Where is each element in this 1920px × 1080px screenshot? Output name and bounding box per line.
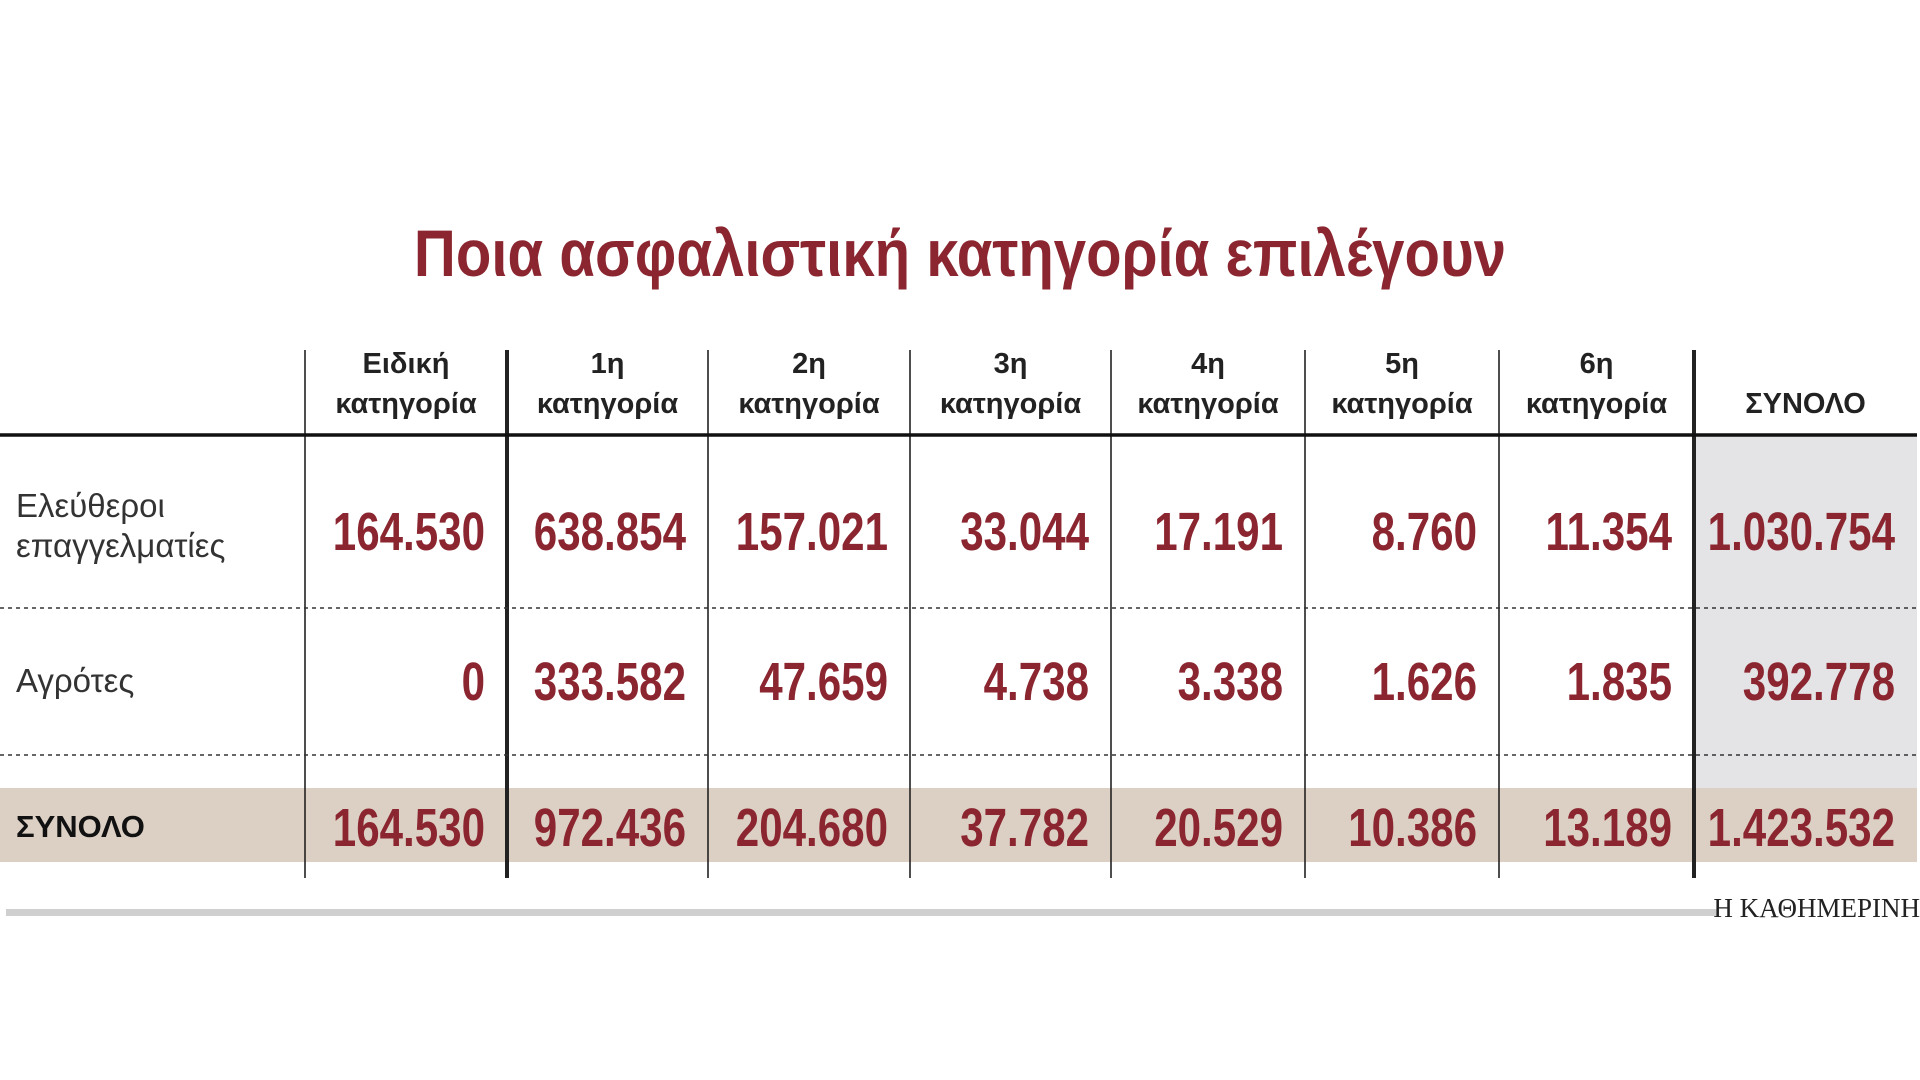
data-label: 392.778 xyxy=(1743,652,1895,712)
data-label: 11.354 xyxy=(1546,502,1673,562)
column-header: κατηγορία xyxy=(537,388,679,420)
chart-title: Ποια ασφαλιστική κατηγορία επιλέγουν xyxy=(413,216,1507,290)
data-label: 157.021 xyxy=(736,502,888,562)
column-header: κατηγορία xyxy=(940,388,1082,420)
data-label: 47.659 xyxy=(759,652,888,712)
total-row-bg xyxy=(0,788,1917,862)
row-label: επαγγελματίες xyxy=(16,527,225,564)
data-label: 1.626 xyxy=(1372,652,1477,712)
data-label: 164.530 xyxy=(333,798,485,858)
column-header: 6η xyxy=(1580,348,1614,380)
column-header: κατηγορία xyxy=(738,388,880,420)
data-label: 164.530 xyxy=(333,502,485,562)
column-header: Ειδική xyxy=(363,348,450,380)
data-label: 0 xyxy=(462,652,485,712)
column-header: 1η xyxy=(591,348,625,380)
data-label: 1.423.532 xyxy=(1708,798,1895,858)
column-header: 3η xyxy=(994,348,1028,380)
column-header: 4η xyxy=(1191,348,1225,380)
data-label: 8.760 xyxy=(1372,502,1477,562)
data-label: 13.189 xyxy=(1543,798,1672,858)
data-label: 10.386 xyxy=(1348,798,1477,858)
data-label: 3.338 xyxy=(1178,652,1283,712)
row-label: Αγρότες xyxy=(16,662,134,699)
row-label: Ελεύθεροι xyxy=(16,487,165,524)
data-label: 638.854 xyxy=(534,502,686,562)
column-header: κατηγορία xyxy=(1331,388,1473,420)
column-header: 5η xyxy=(1385,348,1419,380)
data-label: 33.044 xyxy=(960,502,1089,562)
data-label: 204.680 xyxy=(736,798,888,858)
column-header: ΣΥΝΟΛΟ xyxy=(1745,388,1866,420)
column-header: κατηγορία xyxy=(335,388,477,420)
data-label: 1.835 xyxy=(1567,652,1672,712)
data-label: 17.191 xyxy=(1154,502,1283,562)
data-label: 1.030.754 xyxy=(1708,502,1895,562)
data-label: 972.436 xyxy=(534,798,686,858)
data-label: 20.529 xyxy=(1154,798,1283,858)
data-label: 37.782 xyxy=(960,798,1089,858)
column-header: κατηγορία xyxy=(1526,388,1668,420)
row-label: ΣΥΝΟΛΟ xyxy=(16,809,145,844)
data-label: 333.582 xyxy=(534,652,686,712)
data-label: 4.738 xyxy=(984,652,1089,712)
column-header: κατηγορία xyxy=(1137,388,1279,420)
bottom-rule xyxy=(6,909,1717,916)
column-header: 2η xyxy=(792,348,826,380)
source-credit: Η ΚΑΘΗΜΕΡΙΝΗ xyxy=(1713,893,1920,923)
